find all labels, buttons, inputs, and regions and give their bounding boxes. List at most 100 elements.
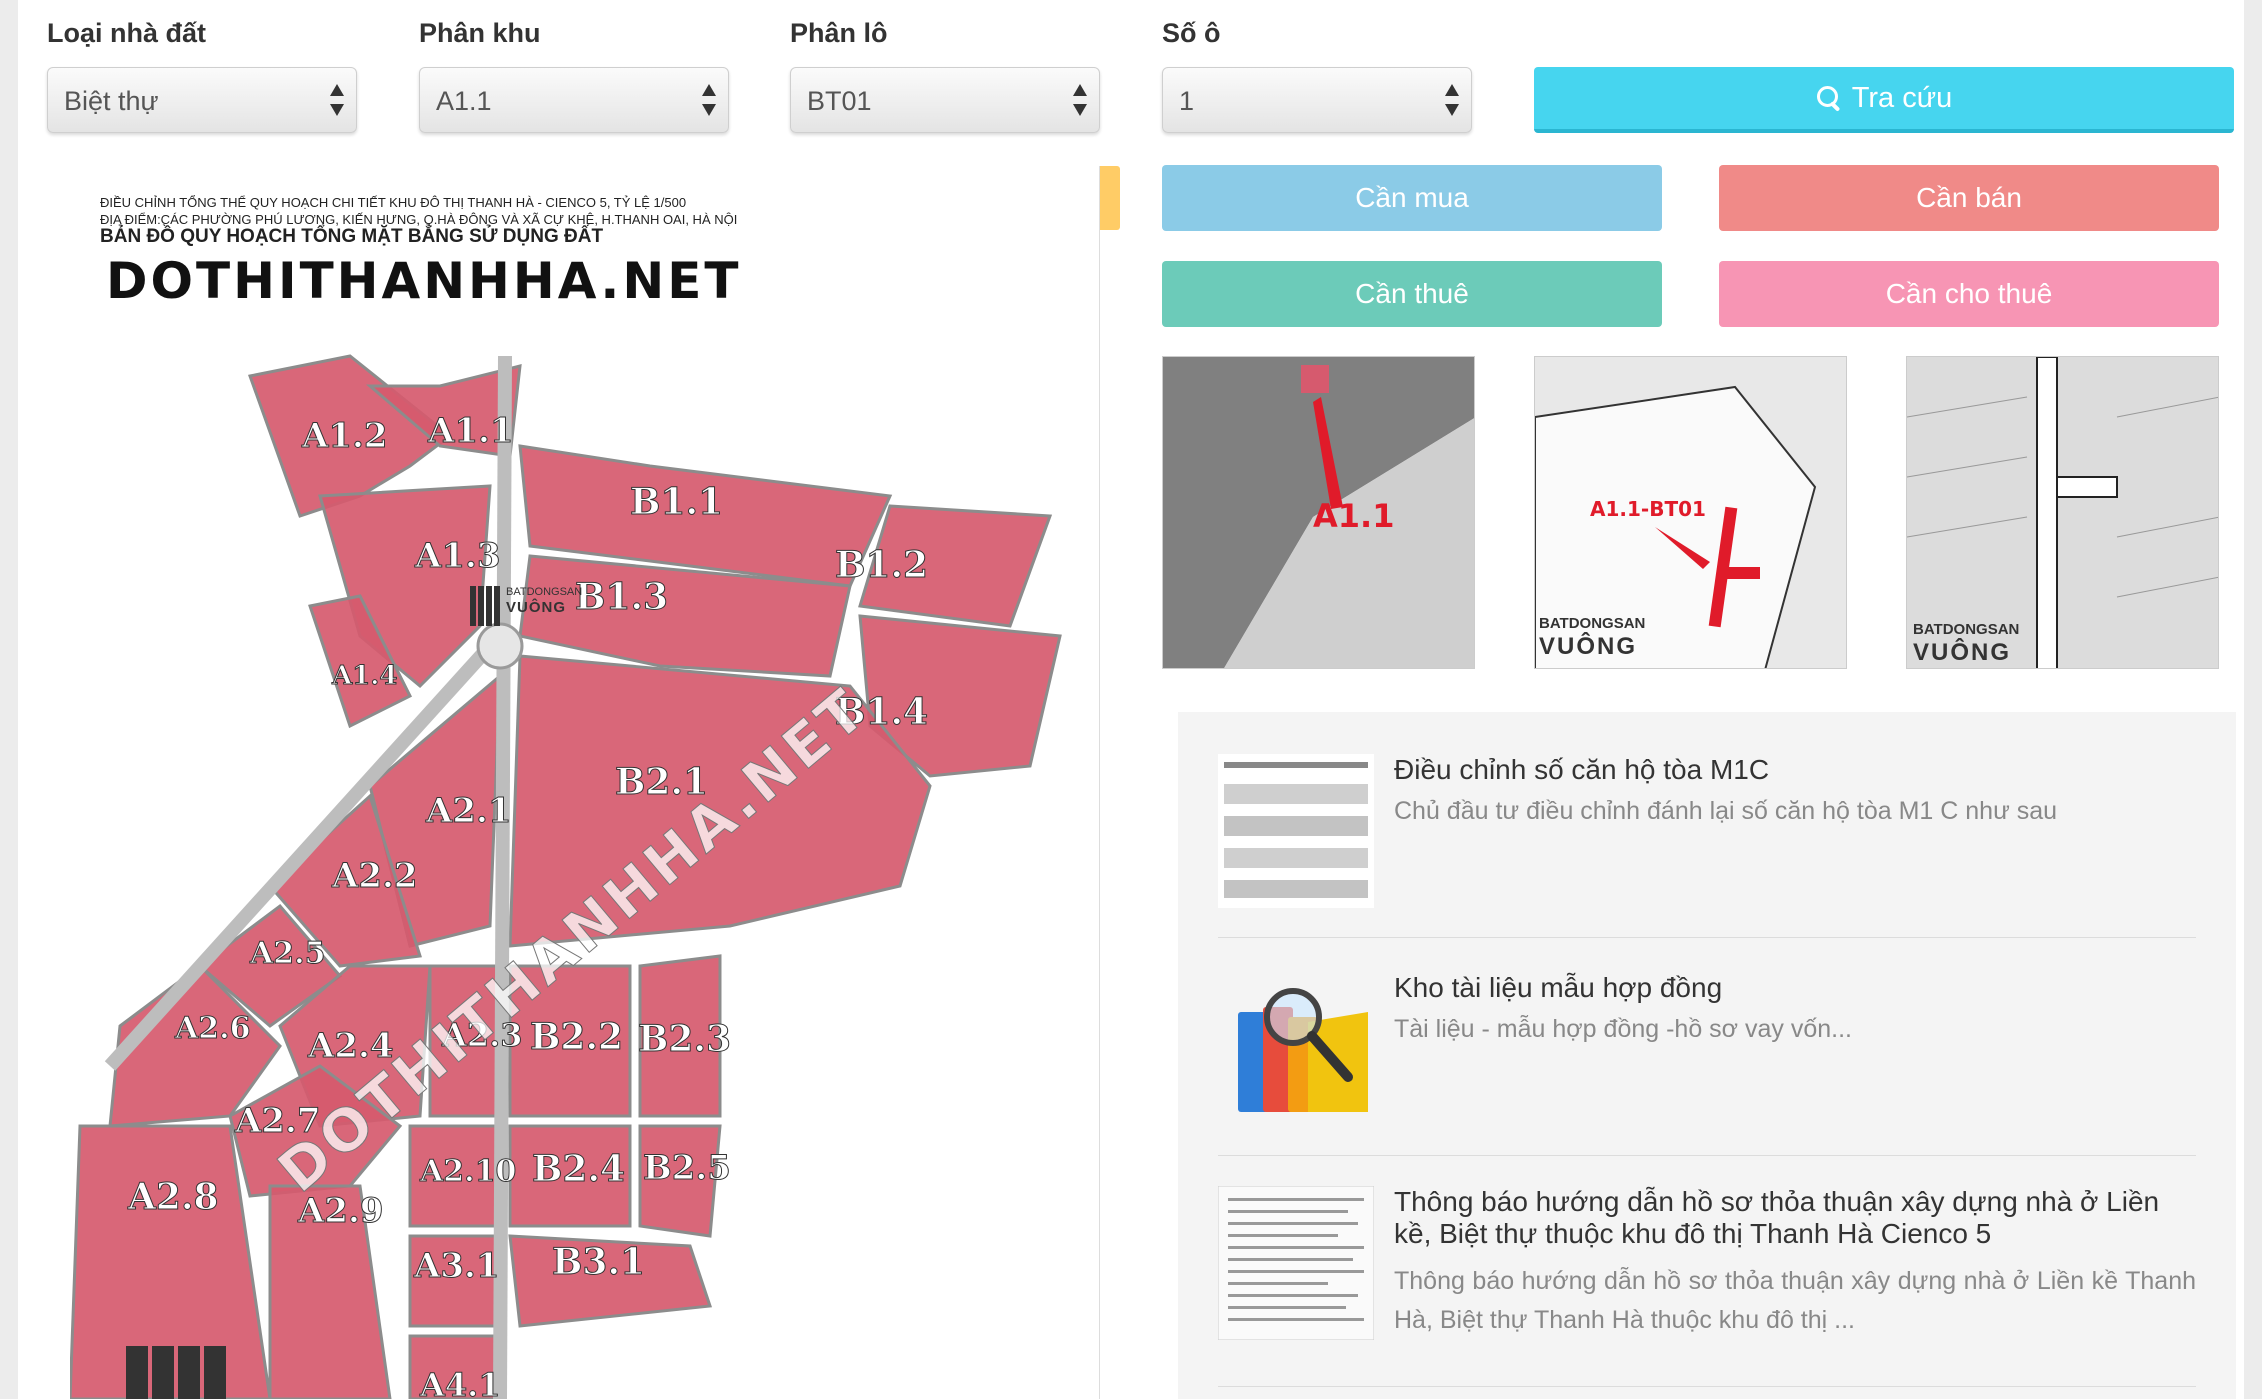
zone-shape-a1-1 (365, 364, 522, 458)
zone-label: B2.3 (637, 1018, 732, 1061)
main-road-diagonal (104, 641, 496, 1071)
select-arrows-icon (330, 84, 344, 116)
lot-select[interactable]: BT01 (790, 67, 1100, 133)
thumbnail-caption: A1.1 (1313, 497, 1395, 535)
zone-shape-b1-3 (518, 554, 852, 678)
rent-button[interactable]: Cần thuê (1162, 261, 1662, 327)
zone-label: A2.6 (174, 1011, 251, 1047)
zone-label: B3.1 (551, 1241, 646, 1284)
logo-bars-icon (470, 586, 500, 626)
zone-shape-b2-5 (638, 1124, 722, 1238)
search-icon (1816, 85, 1842, 111)
sell-button[interactable]: Cần bán (1719, 165, 2219, 231)
select-arrows-icon (1073, 84, 1087, 116)
subdivision-select[interactable]: A1.1 (419, 67, 729, 133)
buy-button-label: Cần mua (1355, 182, 1469, 213)
zone-shape-a4-1 (408, 1334, 502, 1399)
news-thumbnail-image (1218, 754, 1374, 908)
zone-label: B1.1 (629, 481, 724, 524)
zone-label: A2.9 (298, 1191, 385, 1232)
news-panel: Điều chỉnh số căn hộ tòa M1C Chủ đầu tư … (1178, 712, 2236, 1399)
zone-label: B1.4 (834, 691, 929, 734)
zone-label: A3.1 (414, 1246, 501, 1287)
zone-label: A1.2 (302, 416, 389, 457)
subdivision-label: Phân khu (419, 18, 541, 48)
map-zones (70, 354, 1062, 1399)
zone-label: A2.8 (128, 1176, 220, 1219)
unit-number-select[interactable]: 1 (1162, 67, 1472, 133)
property-type-label: Loại nhà đất (47, 18, 207, 48)
zone-shape-b1-2 (858, 504, 1053, 628)
zone-label: A2.2 (332, 856, 419, 897)
thumbnail-logo-line2: VUÔNG (1913, 639, 2012, 666)
news-thumbnail[interactable] (1218, 1186, 1374, 1340)
news-description: Tài liệu - mẫu hợp đồng -hồ sơ vay vốn..… (1394, 1015, 1853, 1043)
unit-number-value: 1 (1179, 86, 1195, 116)
thumbnail-logo-line2: VUÔNG (1539, 633, 1638, 660)
rent-button-label: Cần thuê (1355, 278, 1469, 309)
thumbnail-image (1907, 357, 2218, 668)
news-divider (1218, 1155, 2196, 1156)
thumbnail-logo-line1: BATDONGSAN (1913, 621, 2020, 638)
roundabout (476, 622, 524, 670)
map-logo: BATDONGSAN VUÔNG (470, 586, 583, 626)
page: Loại nhà đất Phân khu Phân lô Số ô Biệt … (18, 0, 2244, 1399)
news-thumbnail[interactable] (1218, 972, 1374, 1126)
plan-thumbnail-3[interactable]: BATDONGSAN VUÔNG (1906, 356, 2219, 669)
zone-label: A2.7 (235, 1101, 322, 1142)
news-title[interactable]: Điều chỉnh số căn hộ tòa M1C (1394, 754, 1770, 785)
property-type-select[interactable]: Biệt thự (47, 67, 357, 133)
zone-shape-b3-1 (508, 1234, 713, 1328)
news-title[interactable]: Kho tài liệu mẫu hợp đồng (1394, 972, 1723, 1003)
zone-label: A2.1 (426, 791, 513, 832)
zone-labels: A1.2 A1.1 B1.1 A1.3 B1.2 B1.3 A1.4 B1.4 … (70, 166, 1099, 1399)
thumbnail-logo-line1: BATDONGSAN (1539, 615, 1646, 632)
thumbnail-image (1535, 357, 1846, 668)
zone-label: A2.5 (249, 936, 326, 972)
map-brand-text: DOTHITHANHHA.NET (106, 252, 742, 310)
map-header: ĐIỀU CHỈNH TỔNG THỂ QUY HOẠCH CHI TIẾT K… (100, 194, 738, 247)
zone-label: A1.1 (428, 411, 515, 452)
search-button[interactable]: Tra cứu (1534, 67, 2234, 133)
zone-shape-a2-7 (228, 1064, 403, 1198)
news-thumbnail[interactable] (1218, 754, 1374, 908)
thumbnail-image (1163, 357, 1474, 668)
select-arrows-icon (1445, 84, 1459, 116)
thumbnail-caption: A1.1-BT01 (1590, 497, 1706, 521)
select-arrows-icon (702, 84, 716, 116)
folder-search-icon (1218, 972, 1374, 1126)
zone-shape-b2-3 (638, 954, 722, 1118)
news-divider (1218, 937, 2196, 938)
news-description: Thông báo hướng dẫn hồ sơ thỏa thuận xây… (1394, 1267, 2196, 1334)
zone-label: A2.3 (442, 1016, 523, 1055)
zone-label: A4.1 (420, 1366, 501, 1399)
zone-label: A1.3 (415, 536, 502, 577)
lease-button-label: Cần cho thuê (1885, 278, 2053, 309)
main-road-vertical (493, 355, 512, 1399)
news-title[interactable]: Thông báo hướng dẫn hồ sơ thỏa thuận xây… (1394, 1186, 2160, 1249)
zone-shape-a1-4 (308, 594, 413, 729)
zone-label: A2.10 (419, 1154, 517, 1190)
zone-shape-a2-8 (70, 1124, 272, 1399)
zone-label: B1.2 (834, 544, 929, 587)
buy-button[interactable]: Cần mua (1162, 165, 1662, 231)
search-button-label: Tra cứu (1851, 81, 1953, 114)
logo-line2: VUÔNG (506, 599, 567, 616)
logo-line1: BATDONGSAN (506, 586, 583, 598)
plan-thumbnail-2[interactable]: A1.1-BT01 BATDONGSAN VUÔNG (1534, 356, 1847, 669)
map-header-line3: BẢN ĐỒ QUY HOẠCH TỔNG MẶT BẰNG SỬ DỤNG Đ… (100, 226, 604, 247)
news-divider (1218, 1386, 2196, 1387)
plan-thumbnail-1[interactable]: A1.1 (1162, 356, 1475, 669)
lot-label: Phân lô (790, 18, 888, 48)
logo-bars-icon (126, 1346, 226, 1399)
map-header-line1: ĐIỀU CHỈNH TỔNG THỂ QUY HOẠCH CHI TIẾT K… (100, 195, 687, 210)
master-plan-map[interactable]: ĐIỀU CHỈNH TỔNG THỂ QUY HOẠCH CHI TIẾT K… (70, 166, 1100, 1399)
document-thumbnail-image (1218, 1186, 1374, 1340)
map-header-line2: ĐỊA ĐIỂM:CÁC PHƯỜNG PHÚ LƯƠNG, KIẾN HƯNG… (100, 212, 738, 227)
lot-value: BT01 (807, 86, 872, 116)
subdivision-value: A1.1 (436, 86, 492, 116)
lease-button[interactable]: Cần cho thuê (1719, 261, 2219, 327)
zone-shape-b2-1 (508, 654, 932, 948)
zone-label: B2.1 (614, 761, 709, 804)
zone-label: B2.4 (531, 1148, 626, 1191)
